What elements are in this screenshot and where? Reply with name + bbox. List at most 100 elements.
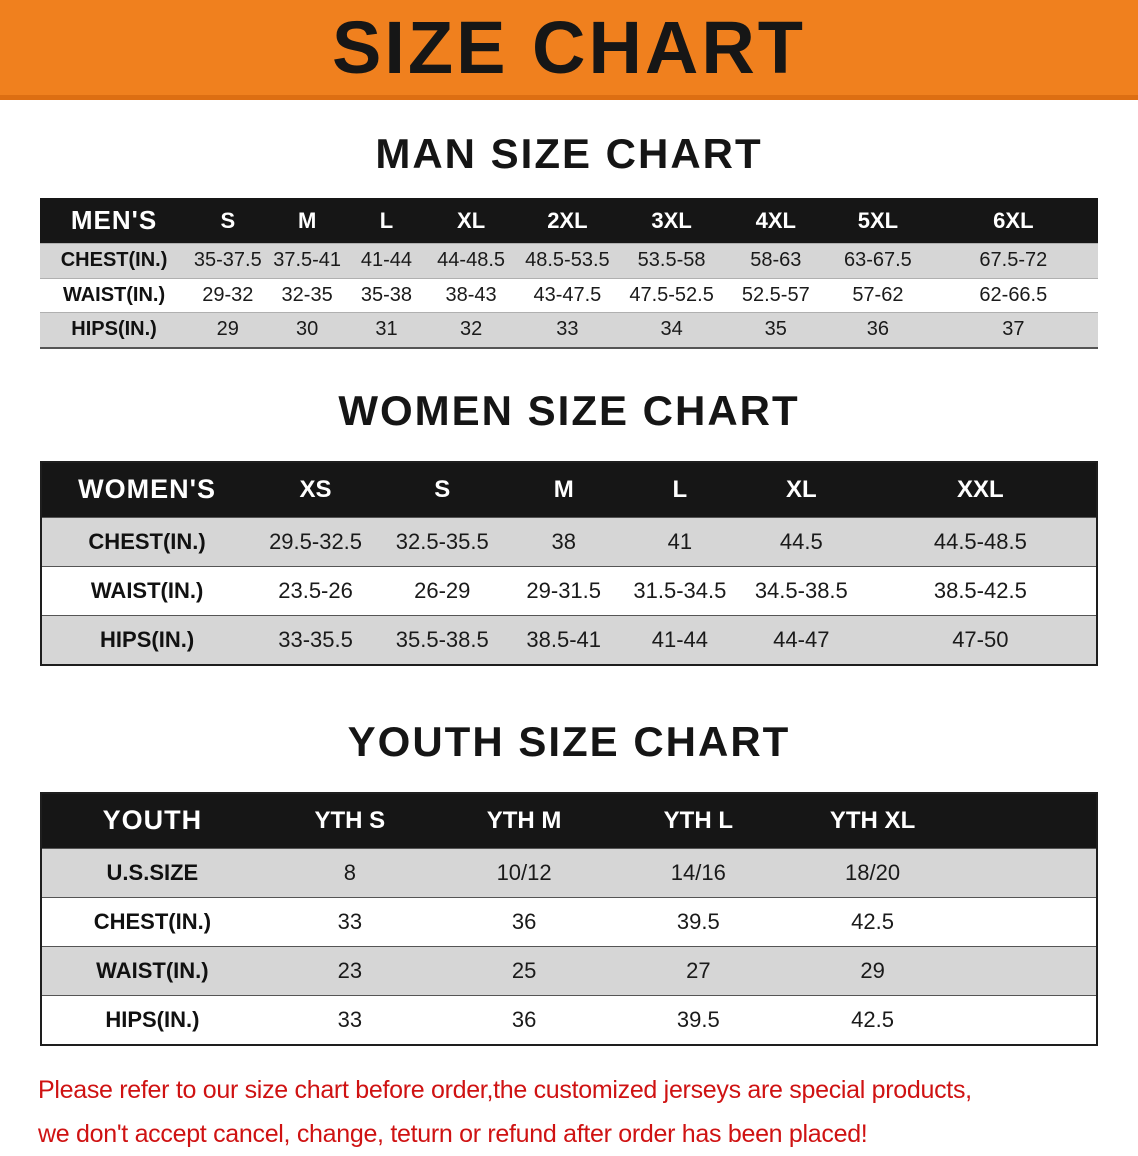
table-row: CHEST(IN.) 33 36 39.5 42.5 <box>41 897 1097 946</box>
table-header-row: MEN'S S M L XL 2XL 3XL 4XL 5XL 6XL <box>40 198 1098 244</box>
table-corner-label: MEN'S <box>40 198 189 244</box>
size-value-cell: 23 <box>262 946 437 996</box>
spacer-cell <box>959 946 1097 996</box>
youth-chart-heading: YOUTH SIZE CHART <box>347 717 791 765</box>
size-value-cell: 33 <box>337 1006 363 1032</box>
size-value-cell: 47-50 <box>864 615 1097 665</box>
size-header-cell: S <box>378 462 506 518</box>
size-value-cell: 36 <box>511 1006 537 1032</box>
page-title: SIZE CHART <box>332 5 806 89</box>
size-header-cell: M <box>505 462 622 518</box>
size-value-cell: 35-38 <box>360 283 413 306</box>
size-value-cell: 23.5-26 <box>278 577 353 603</box>
table-row: HIPS(IN.) 29 30 31 32 33 34 35 36 37 <box>40 312 1098 348</box>
size-header-cell: XL <box>737 462 865 518</box>
size-value-cell: 67.5-72 <box>928 243 1098 279</box>
size-header-cell: YTH L <box>611 793 786 849</box>
size-value-cell: 10/12 <box>436 848 612 898</box>
size-value-cell: 37.5-41 <box>267 243 347 279</box>
size-value-cell: 38.5-42.5 <box>933 577 1027 603</box>
size-value-cell: 44-47 <box>737 615 865 665</box>
size-header-cell: YTH S <box>262 793 437 849</box>
row-label: WAIST(IN.) <box>41 946 263 996</box>
size-value-cell: 52.5-57 <box>741 283 810 306</box>
size-value-cell: 41 <box>621 517 738 567</box>
size-value-cell: 62-66.5 <box>979 283 1048 306</box>
size-header-cell: XL <box>426 198 517 244</box>
table-row: HIPS(IN.) 33 36 39.5 42.5 <box>41 995 1097 1044</box>
table-row: CHEST(IN.) 35-37.5 37.5-41 41-44 44-48.5… <box>40 243 1098 279</box>
row-label: CHEST(IN.) <box>40 243 189 279</box>
size-value-cell: 29-32 <box>202 283 254 306</box>
size-header-cell: L <box>621 462 738 518</box>
size-value-cell: 36 <box>827 312 929 348</box>
men-chart-heading: MAN SIZE CHART <box>375 130 763 177</box>
size-header-cell: YTH M <box>436 793 612 849</box>
size-value-cell: 32-35 <box>281 283 333 306</box>
size-value-cell: 33-35.5 <box>252 615 379 665</box>
size-value-cell: 27 <box>611 946 786 996</box>
row-label: HIPS(IN.) <box>40 312 189 348</box>
size-value-cell: 29 <box>188 312 268 348</box>
spacer-cell <box>959 848 1097 898</box>
size-header-cell: 2XL <box>516 198 619 244</box>
size-value-cell: 34.5-38.5 <box>754 577 848 603</box>
table-header-row: YOUTH YTH S YTH M YTH L YTH XL <box>41 793 1097 849</box>
size-value-cell: 25 <box>436 946 612 996</box>
size-value-cell: 18/20 <box>785 848 960 898</box>
spacer-cell <box>960 897 1097 946</box>
size-value-cell: 30 <box>267 312 347 348</box>
size-value-cell: 53.5-58 <box>618 243 725 279</box>
size-value-cell: 44-48.5 <box>426 243 517 279</box>
size-value-cell: 29-31.5 <box>526 577 602 603</box>
size-value-cell: 39.5 <box>676 908 720 934</box>
size-value-cell: 33 <box>337 908 363 934</box>
size-value-cell: 36 <box>511 908 537 934</box>
size-value-cell: 35.5-38.5 <box>378 615 506 665</box>
size-value-cell: 41-44 <box>621 615 738 665</box>
footnote: Please refer to our size chart before or… <box>38 1068 1138 1156</box>
size-value-cell: 43-47.5 <box>533 283 602 306</box>
row-label: WAIST(IN.) <box>90 577 204 603</box>
spacer-cell <box>960 995 1097 1044</box>
men-size-table: MEN'S S M L XL 2XL 3XL 4XL 5XL 6XL CHEST… <box>40 198 1098 349</box>
size-value-cell: 8 <box>262 848 437 898</box>
table-row: WAIST(IN.) 29-32 32-35 35-38 38-43 43-47… <box>40 278 1098 313</box>
size-header-cell: 4XL <box>724 198 828 244</box>
size-value-cell: 29.5-32.5 <box>252 517 379 567</box>
size-value-cell: 42.5 <box>851 1006 894 1032</box>
size-value-cell: 57-62 <box>852 283 904 306</box>
size-header-cell: XXL <box>864 462 1097 518</box>
size-value-cell: 31.5-34.5 <box>633 577 727 603</box>
size-value-cell: 48.5-53.5 <box>516 243 619 279</box>
size-value-cell: 44.5-48.5 <box>864 517 1097 567</box>
size-value-cell: 37 <box>928 312 1098 348</box>
size-header-cell: 3XL <box>618 198 725 244</box>
youth-size-table: YOUTH YTH S YTH M YTH L YTH XL U.S.SIZE … <box>40 792 1098 1046</box>
size-value-cell: 47.5-52.5 <box>629 283 714 306</box>
size-header-cell: 6XL <box>928 198 1098 244</box>
size-value-cell: 39.5 <box>676 1006 720 1032</box>
size-value-cell: 31 <box>346 312 427 348</box>
table-row: U.S.SIZE 8 10/12 14/16 18/20 <box>41 848 1097 898</box>
size-header-cell: YTH XL <box>785 793 960 849</box>
size-value-cell: 14/16 <box>611 848 786 898</box>
size-value-cell: 38.5-41 <box>505 615 622 665</box>
footnote-line-2: we don't accept cancel, change, teturn o… <box>38 1119 868 1148</box>
row-label: WAIST(IN.) <box>62 283 166 306</box>
table-row: HIPS(IN.) 33-35.5 35.5-38.5 38.5-41 41-4… <box>41 615 1097 665</box>
size-value-cell: 35-37.5 <box>188 243 268 279</box>
table-corner-label: YOUTH <box>41 793 263 849</box>
row-label: U.S.SIZE <box>41 848 263 898</box>
table-row: WAIST(IN.) 23.5-26 26-29 29-31.5 31.5-34… <box>41 566 1097 615</box>
size-value-cell: 38 <box>505 517 622 567</box>
size-value-cell: 58-63 <box>724 243 828 279</box>
spacer-cell <box>959 793 1097 849</box>
row-label: HIPS(IN.) <box>105 1006 200 1032</box>
table-corner-label: WOMEN'S <box>41 462 253 518</box>
size-value-cell: 44.5 <box>737 517 865 567</box>
size-value-cell: 42.5 <box>851 908 894 934</box>
footnote-line-1: Please refer to our size chart before or… <box>38 1075 972 1104</box>
women-size-table: WOMEN'S XS S M L XL XXL CHEST(IN.) 29.5-… <box>40 461 1098 666</box>
